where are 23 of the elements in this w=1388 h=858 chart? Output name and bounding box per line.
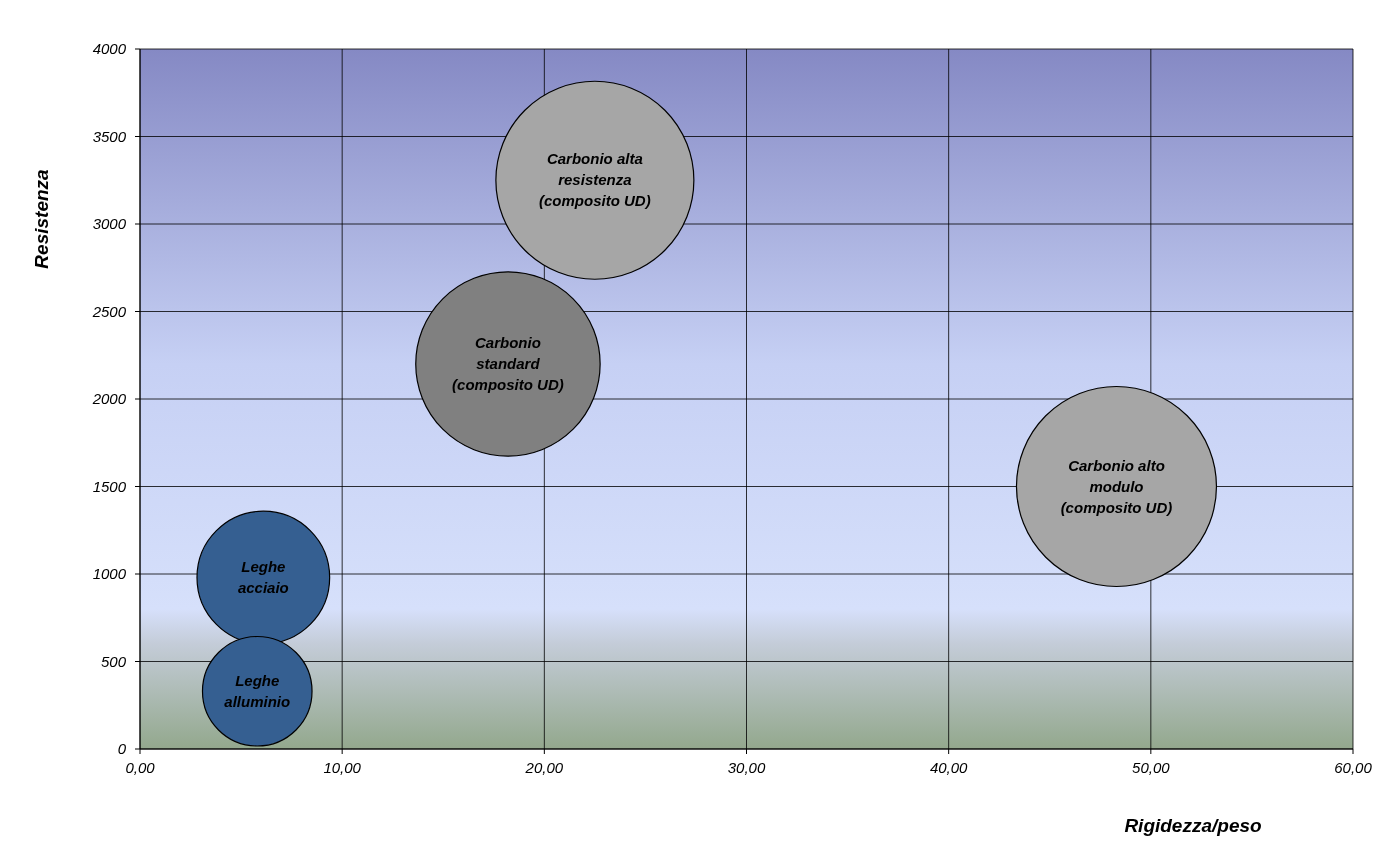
y-tick-label: 3000 [92,215,127,232]
y-tick-label: 500 [100,652,127,670]
y-tick-label: 0 [117,740,127,757]
x-tick-label: 40,00 [929,759,969,776]
series-label: Carbonio alta resistenza (composito UD) [539,150,651,210]
y-axis-title: Resistenza [31,168,52,269]
y-tick-label: 1500 [92,477,127,495]
series-label: Leghe acciaio [237,558,289,596]
x-tick-label: 60,00 [1334,759,1373,776]
series-label: Leghe alluminio [224,671,291,710]
y-tick-label: 4000 [92,40,127,57]
x-tick-label: 30,00 [727,759,766,776]
x-tick-label: 10,00 [323,759,362,776]
x-tick-label: 50,00 [1132,759,1171,776]
x-tick-label: 20,00 [524,759,564,776]
y-tick-label: 2000 [91,390,127,407]
series-label: Carbonio standard (composito UD) [452,334,564,393]
x-axis-title: Rigidezza/peso [1124,815,1262,836]
x-tick-label: 0,00 [125,759,156,776]
y-tick-label: 3500 [92,127,127,145]
series-label: Carbonio alto modulo (composito UD) [1060,456,1173,516]
y-tick-label: 2500 [91,302,127,320]
y-tick-label: 1000 [92,565,127,582]
